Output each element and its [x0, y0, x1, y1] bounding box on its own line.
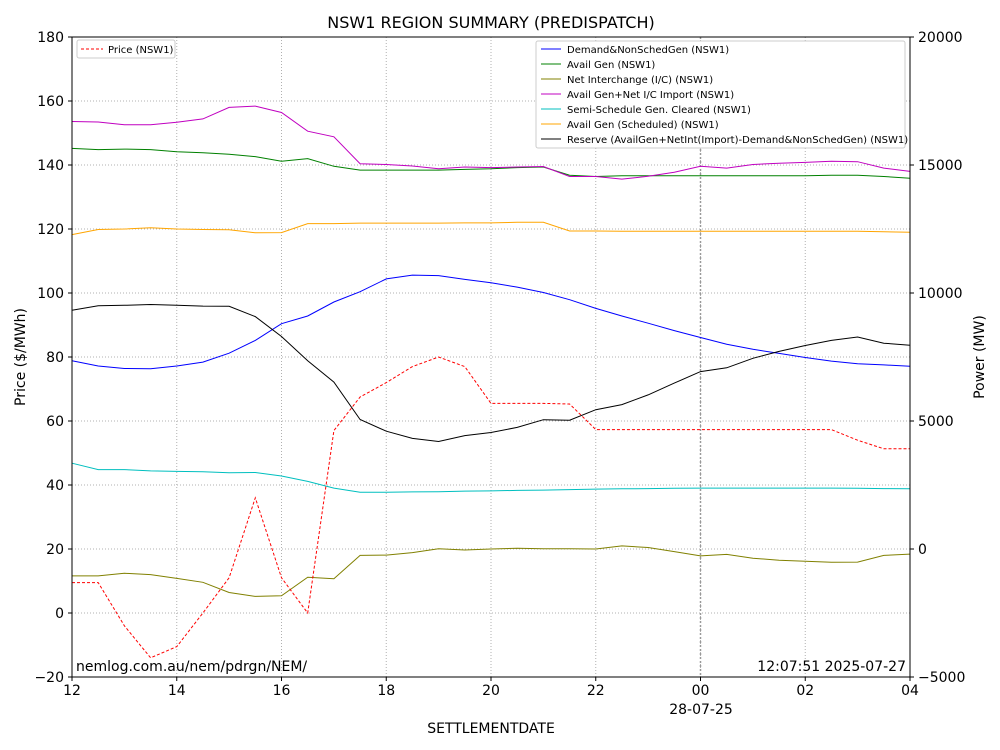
series-line-0 [71, 274, 911, 370]
x-tick-label: 14 [168, 683, 186, 699]
x-tick-label: 22 [587, 683, 605, 699]
left-y-tick-label: 160 [37, 94, 64, 110]
x-tick-label: 00 [692, 683, 710, 699]
x-tick-label: 02 [796, 683, 814, 699]
series-line-3 [71, 105, 911, 180]
legend-right-box [535, 40, 906, 149]
left-y-tick-label: 140 [37, 158, 64, 174]
series-line-4 [71, 462, 911, 493]
x-tick-label: 16 [273, 683, 291, 699]
series-line-2 [72, 545, 911, 597]
left-y-tick-label: 20 [46, 542, 64, 558]
right-y-tick-label: 5000 [918, 414, 954, 430]
legend-label-2: Net Interchange (I/C) (NSW1) [567, 75, 713, 86]
legend-left: Price (NSW1) [76, 39, 176, 59]
legend-right: Demand&NonSchedGen (NSW1) Avail Gen (NSW1… [535, 40, 908, 149]
legend-label-6: Reserve (AvailGen+NetInt(Import)-Demand&… [567, 135, 908, 146]
axes: 12 14 16 18 20 22 00 02 04 −20 0 20 40 60 80 100 120 140 1… [34, 30, 965, 699]
left-y-tick-label: 100 [37, 286, 64, 302]
footer-left: nemlog.com.au/nem/pdrgn/NEM/ [76, 659, 307, 675]
grid [71, 36, 911, 678]
left-y-tick-label: 180 [37, 30, 64, 46]
series-line-6 [71, 303, 911, 443]
x-tick-label: 04 [901, 683, 919, 699]
legend-label-3: Avail Gen+Net I/C Import (NSW1) [567, 90, 734, 101]
right-y-tick-label: 20000 [918, 30, 963, 46]
legend-label-5: Avail Gen (Scheduled) (NSW1) [567, 120, 719, 131]
legend-label-0: Demand&NonSchedGen (NSW1) [567, 45, 729, 56]
legend-label-1: Avail Gen (NSW1) [567, 60, 655, 71]
x-tick-label: 18 [377, 683, 395, 699]
right-y-tick-label: 10000 [918, 286, 963, 302]
right-y-tick-label: 0 [918, 542, 927, 558]
legend-label-price: Price (NSW1) [108, 45, 174, 56]
chart-title: NSW1 REGION SUMMARY (PREDISPATCH) [327, 13, 655, 32]
series-layer [71, 105, 911, 597]
left-y-tick-label: 40 [46, 478, 64, 494]
left-axis-label: Price ($/MWh) [13, 308, 29, 406]
series-line-5 [71, 221, 911, 236]
date-label: 28-07-25 [669, 702, 733, 718]
legend-label-4: Semi-Schedule Gen. Cleared (NSW1) [567, 105, 751, 116]
right-y-tick-label: 15000 [918, 158, 963, 174]
left-y-tick-label: 60 [46, 414, 64, 430]
left-y-tick-label: 0 [55, 606, 64, 622]
x-axis-label: SETTLEMENTDATE [427, 721, 555, 737]
series-line-1 [71, 147, 911, 179]
legend-left-box [76, 39, 176, 59]
left-y-tick-label: 80 [46, 350, 64, 366]
right-axis-label: Power (MW) [972, 315, 988, 399]
x-tick-label: 12 [63, 683, 81, 699]
right-y-tick-label: −5000 [918, 670, 965, 686]
x-tick-label: 20 [482, 683, 500, 699]
left-y-tick-label: 120 [37, 222, 64, 238]
left-y-tick-label: −20 [34, 670, 64, 686]
footer-right: 12:07:51 2025-07-27 [757, 659, 906, 675]
